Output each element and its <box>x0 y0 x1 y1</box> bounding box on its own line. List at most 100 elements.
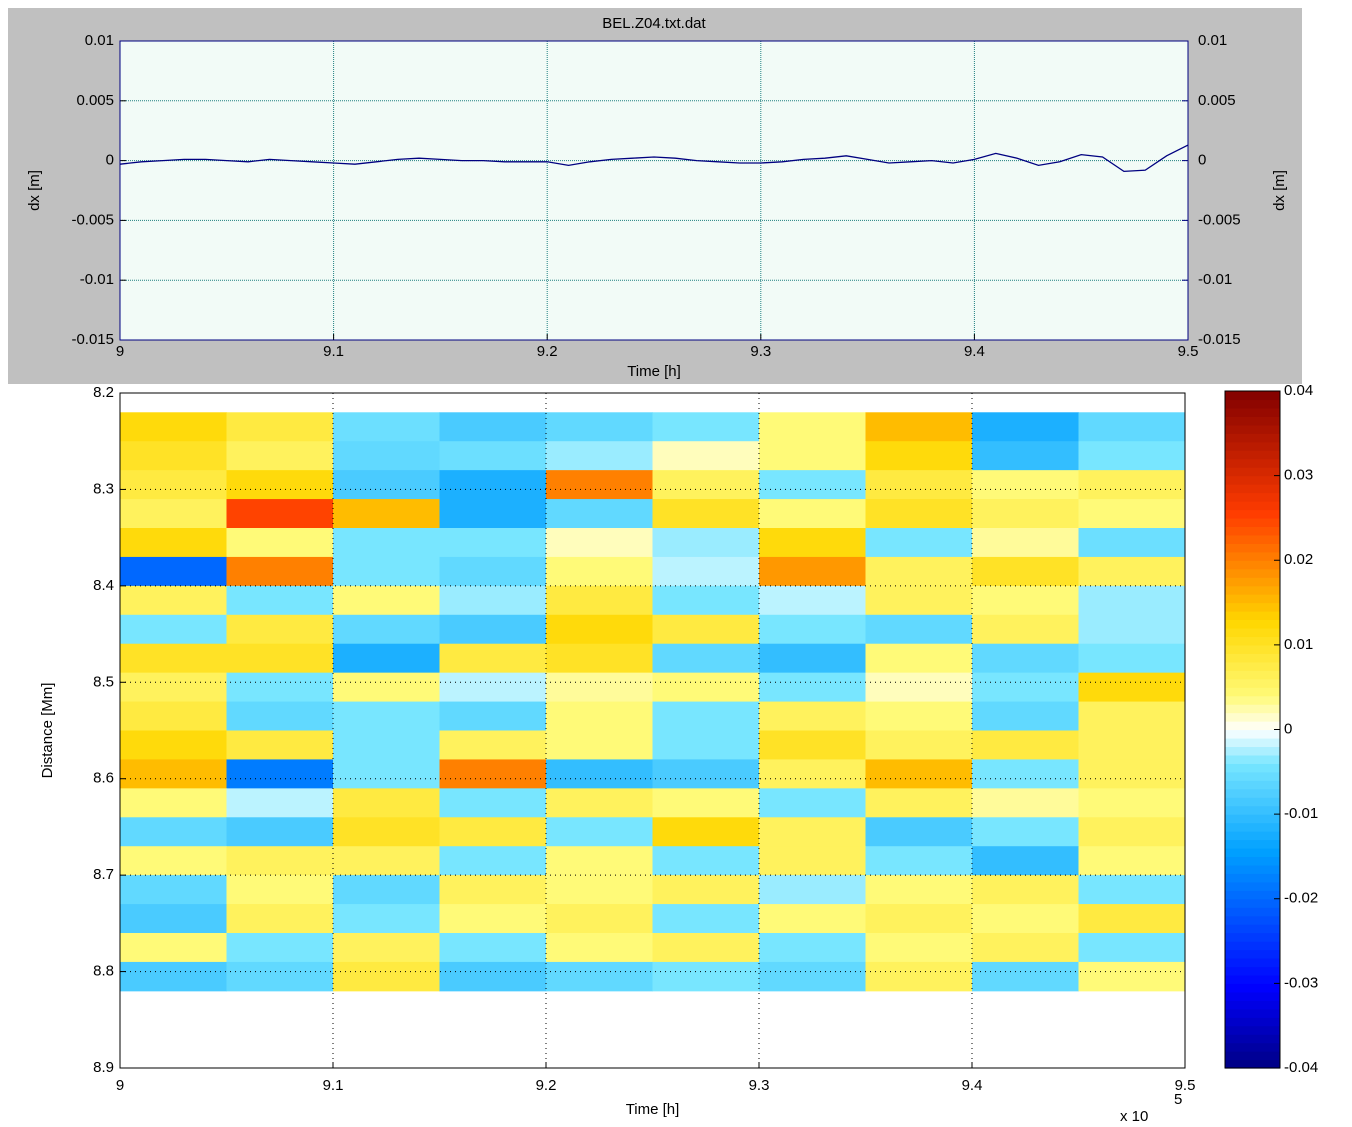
heatmap-cell <box>1078 470 1186 500</box>
x-tick-label: 9.1 <box>323 343 344 360</box>
heatmap-cell <box>546 817 653 847</box>
heatmap-cell <box>759 441 866 471</box>
heatmap-cell <box>439 499 547 529</box>
heatmap-cell <box>1078 961 1186 992</box>
heatmap-cell <box>120 528 227 558</box>
colorbar-swatch <box>1225 543 1280 553</box>
heatmap-cell <box>759 933 866 963</box>
heatmap-cell <box>226 759 334 789</box>
heatmap-cell <box>759 961 866 992</box>
colorbar-swatch <box>1225 941 1280 951</box>
heatmap-cell <box>439 817 547 847</box>
y-tick-label: 8.7 <box>93 866 114 883</box>
heatmap-cell <box>652 556 760 587</box>
colorbar-swatch <box>1225 1008 1280 1018</box>
plot-background <box>120 41 1188 340</box>
heatmap-cell <box>439 933 547 963</box>
heatmap-cell <box>333 585 440 616</box>
colorbar-swatch <box>1225 1059 1280 1069</box>
heatmap-cell <box>759 528 866 558</box>
heatmap-cell <box>546 528 653 558</box>
heatmap-cell <box>865 904 973 934</box>
heatmap-cell <box>865 701 973 731</box>
heatmap-cell <box>120 817 227 847</box>
y-tick-label-right: -0.005 <box>1198 211 1241 228</box>
y-tick-label: 8.2 <box>93 384 114 401</box>
heatmap-cell <box>972 412 1079 442</box>
y-tick-label-right: -0.015 <box>1198 331 1241 348</box>
x-axis-label: Time [h] <box>627 363 681 380</box>
heatmap-cell <box>1078 614 1186 645</box>
heatmap-cell <box>865 441 973 471</box>
colorbar-swatch <box>1225 534 1280 544</box>
heatmap-cell <box>226 875 334 905</box>
heatmap-cell <box>972 730 1079 760</box>
y-tick-label: 8.4 <box>93 577 114 594</box>
heatmap-cell <box>652 961 760 992</box>
heatmap-cell <box>1078 585 1186 616</box>
heatmap-cell <box>333 817 440 847</box>
colorbar-tick-label: 0.01 <box>1284 636 1313 653</box>
heatmap-cell <box>546 585 653 616</box>
heatmap-cell <box>1078 499 1186 529</box>
colorbar-swatch <box>1225 729 1280 739</box>
colorbar-swatch <box>1225 627 1280 638</box>
heatmap-cell <box>1078 556 1186 587</box>
heatmap-cell <box>333 441 440 471</box>
heatmap-cell <box>972 672 1079 703</box>
heatmap-cell <box>865 817 973 847</box>
y-axis-label: dx [m] <box>26 170 43 211</box>
colorbar-swatch <box>1225 1051 1280 1061</box>
heatmap-cell <box>652 441 760 471</box>
heatmap-cell <box>759 585 866 616</box>
data-line <box>119 144 1189 173</box>
heatmap-cell <box>226 528 334 558</box>
heatmap-cell <box>120 846 227 876</box>
heatmap-cell <box>759 643 866 674</box>
heatmap-cell <box>759 672 866 703</box>
heatmap-cell <box>652 470 760 500</box>
heatmap-cell <box>972 933 1079 963</box>
heatmap-cell <box>226 904 334 934</box>
y-tick-label-right: 0.01 <box>1198 32 1227 49</box>
colorbar-swatch <box>1225 983 1280 993</box>
heatmap-cell <box>226 961 334 992</box>
heatmap-cell <box>333 672 440 703</box>
y-tick-label: -0.015 <box>71 331 114 348</box>
heatmap-cell <box>439 441 547 471</box>
y-tick-label: -0.005 <box>71 211 114 228</box>
heatmap-cell <box>439 788 547 818</box>
heatmap-cell <box>120 875 227 905</box>
heatmap-cell <box>972 817 1079 847</box>
colorbar-swatch <box>1225 695 1280 705</box>
heatmap-cell <box>652 499 760 529</box>
colorbar-tick-label: -0.03 <box>1284 974 1318 991</box>
x-multiplier: x 10 <box>1120 1108 1148 1125</box>
heatmap-cell <box>333 556 440 587</box>
heatmap-cell <box>652 643 760 674</box>
heatmap-cell <box>652 585 760 616</box>
heatmap-cell <box>120 933 227 963</box>
x-axis-label: Time [h] <box>626 1101 680 1118</box>
colorbar-swatch <box>1225 721 1280 731</box>
heatmap-cell <box>333 643 440 674</box>
heatmap-cell <box>865 643 973 674</box>
y-tick-label-right: 0 <box>1198 152 1206 169</box>
colorbar-swatch <box>1225 458 1280 468</box>
heatmap-cell <box>972 904 1079 934</box>
heatmap-cell <box>865 556 973 587</box>
heatmap-cell <box>759 817 866 847</box>
heatmap-cell <box>120 701 227 731</box>
heatmap-cell <box>652 672 760 703</box>
heatmap-cell <box>652 817 760 847</box>
y-tick-label: 8.3 <box>93 480 114 497</box>
colorbar-tick-label: -0.01 <box>1284 805 1318 822</box>
colorbar-swatch <box>1225 407 1280 417</box>
colorbar-swatch <box>1225 822 1280 832</box>
heatmap-cell <box>546 556 653 587</box>
heatmap-cell <box>333 788 440 818</box>
heatmap-cell <box>439 759 547 789</box>
colorbar-swatch <box>1225 424 1280 434</box>
heatmap-cell <box>333 759 440 789</box>
heatmap-cell <box>439 643 547 674</box>
